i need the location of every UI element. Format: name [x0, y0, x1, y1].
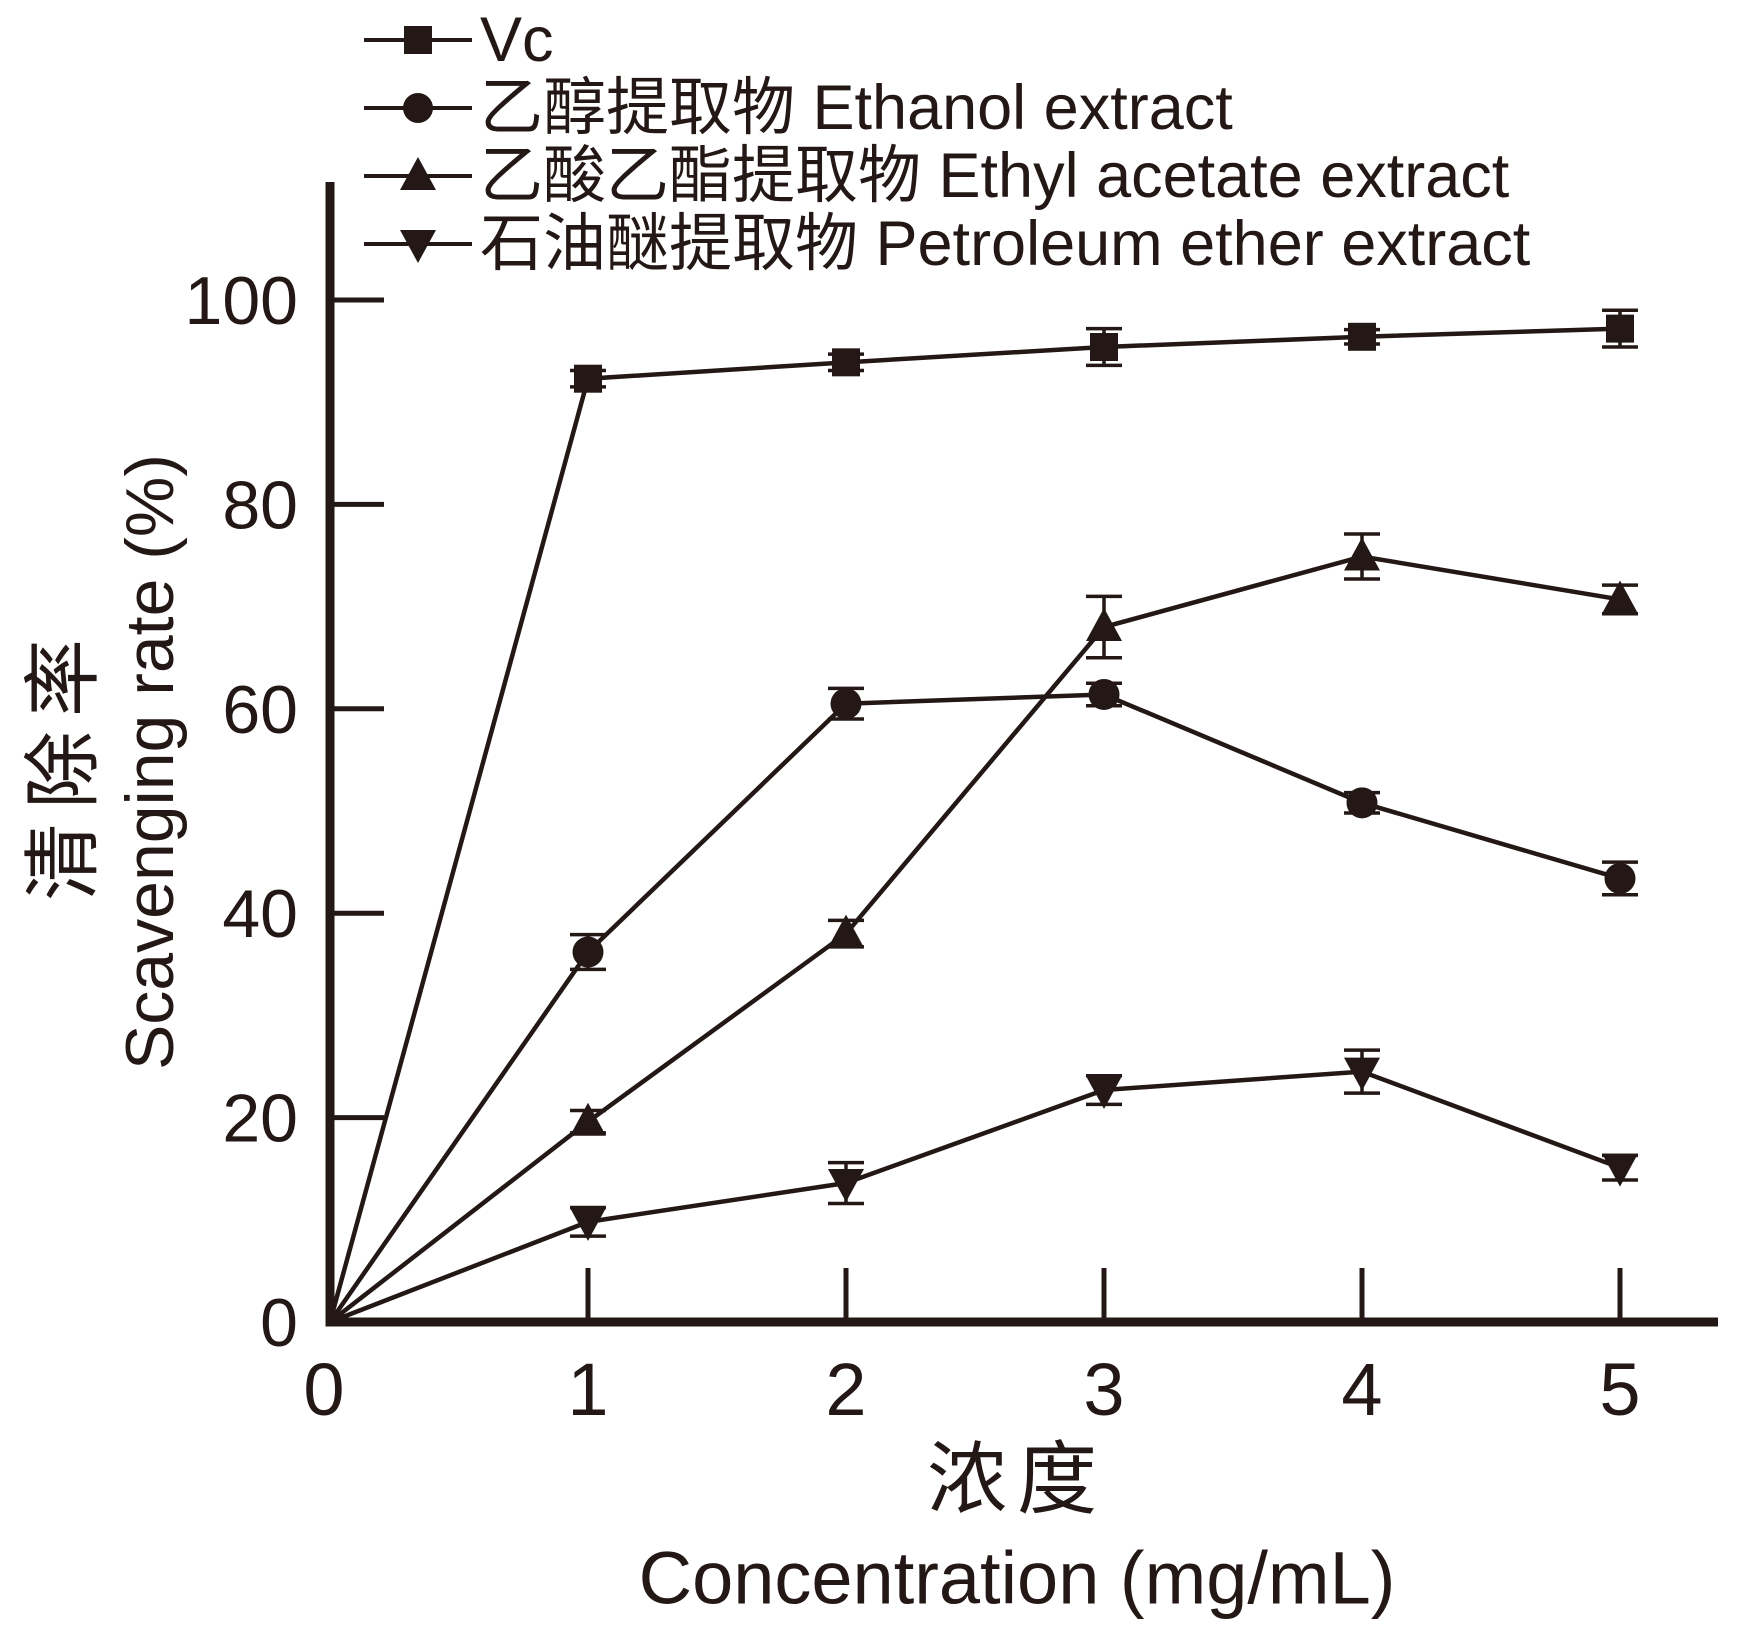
square-marker-vc-x4 — [1348, 322, 1376, 351]
circle-marker-ethanol-extract-x2 — [830, 688, 862, 720]
triangle-down-marker-petroleum-ether-extract-x5 — [1602, 1153, 1638, 1187]
triangle-up-marker-ethyl-acetate-extract-x1 — [570, 1102, 606, 1136]
legend: Vc 乙醇提取物 Ethanol extract 乙酸乙酯提取物 Ethyl a… — [362, 6, 1530, 278]
x-tick-label-5: 5 — [1599, 1348, 1640, 1431]
x-tick-label-2: 2 — [825, 1348, 866, 1431]
circle-marker-ethanol-extract-x1 — [572, 936, 604, 968]
x-tick-label-1: 1 — [567, 1348, 608, 1431]
y-tick-label-60: 60 — [222, 672, 298, 748]
square-marker-vc-x5 — [1606, 314, 1634, 343]
triangle-up-marker-ethyl-acetate-extract-x4 — [1344, 537, 1380, 571]
legend-label-vc: Vc — [480, 4, 554, 75]
legend-triangle-down-marker-icon — [364, 230, 472, 263]
series-line-petroleum-ether-extract — [329, 1069, 1621, 1325]
y-tick-label-100: 100 — [185, 263, 298, 339]
legend-label-ethanol-extract: 乙醇提取物 Ethanol extract — [480, 72, 1233, 143]
y-tick-label-80: 80 — [222, 467, 298, 543]
triangle-up-marker-ethyl-acetate-extract-x2 — [828, 914, 864, 948]
triangle-up-marker-ethyl-acetate-extract-x5 — [1602, 580, 1638, 614]
y-tick-label-0: 0 — [260, 1285, 298, 1361]
y-tick-label-20: 20 — [222, 1081, 298, 1157]
series-line-ethanol-extract — [328, 692, 1621, 1324]
legend-item-ethyl-acetate-extract: 乙酸乙酯提取物 Ethyl acetate extract — [362, 142, 1530, 210]
square-marker-vc-x3 — [1090, 333, 1118, 362]
legend-item-ethanol-extract: 乙醇提取物 Ethanol extract — [362, 74, 1530, 142]
triangle-down-marker-petroleum-ether-extract-x2 — [828, 1169, 864, 1203]
x-axis-title-english: Concentration (mg/mL) — [638, 1536, 1396, 1620]
triangle-down-marker-petroleum-ether-extract-x4 — [1344, 1057, 1380, 1091]
triangle-up-marker-ethyl-acetate-extract-x3 — [1086, 608, 1122, 642]
circle-marker-ethanol-extract-x5 — [1604, 862, 1636, 894]
y-axis-title-chinese: 清除率 — [19, 624, 107, 902]
series-line-ethyl-acetate-extract — [328, 554, 1621, 1324]
legend-label-ethyl-acetate-extract: 乙酸乙酯提取物 Ethyl acetate extract — [480, 140, 1510, 211]
circle-marker-ethanol-extract-x3 — [1088, 678, 1120, 710]
square-marker-vc-x1 — [574, 364, 602, 393]
square-marker-vc-x2 — [832, 348, 860, 377]
x-tick-label-4: 4 — [1341, 1348, 1382, 1431]
legend-item-petroleum-ether-extract: 石油醚提取物 Petroleum ether extract — [362, 210, 1530, 278]
circle-marker-ethanol-extract-x4 — [1346, 787, 1378, 819]
x-axis-title-chinese: 浓度 — [927, 1435, 1107, 1524]
triangle-down-marker-petroleum-ether-extract-x1 — [570, 1207, 606, 1241]
triangle-down-marker-petroleum-ether-extract-x3 — [1086, 1076, 1122, 1110]
y-axis-title-english: Scavenging rate (%) — [112, 453, 188, 1071]
y-tick-label-40: 40 — [222, 876, 298, 952]
x-tick-label-3: 3 — [1083, 1348, 1124, 1431]
legend-square-marker-icon — [364, 26, 472, 54]
legend-item-vc: Vc — [362, 6, 1530, 74]
legend-circle-marker-icon — [364, 93, 472, 123]
series-line-vc — [327, 326, 1621, 1323]
x-tick-label-0: 0 — [303, 1348, 344, 1431]
legend-triangle-up-marker-icon — [364, 157, 472, 190]
legend-label-petroleum-ether-extract: 石油醚提取物 Petroleum ether extract — [480, 208, 1531, 279]
